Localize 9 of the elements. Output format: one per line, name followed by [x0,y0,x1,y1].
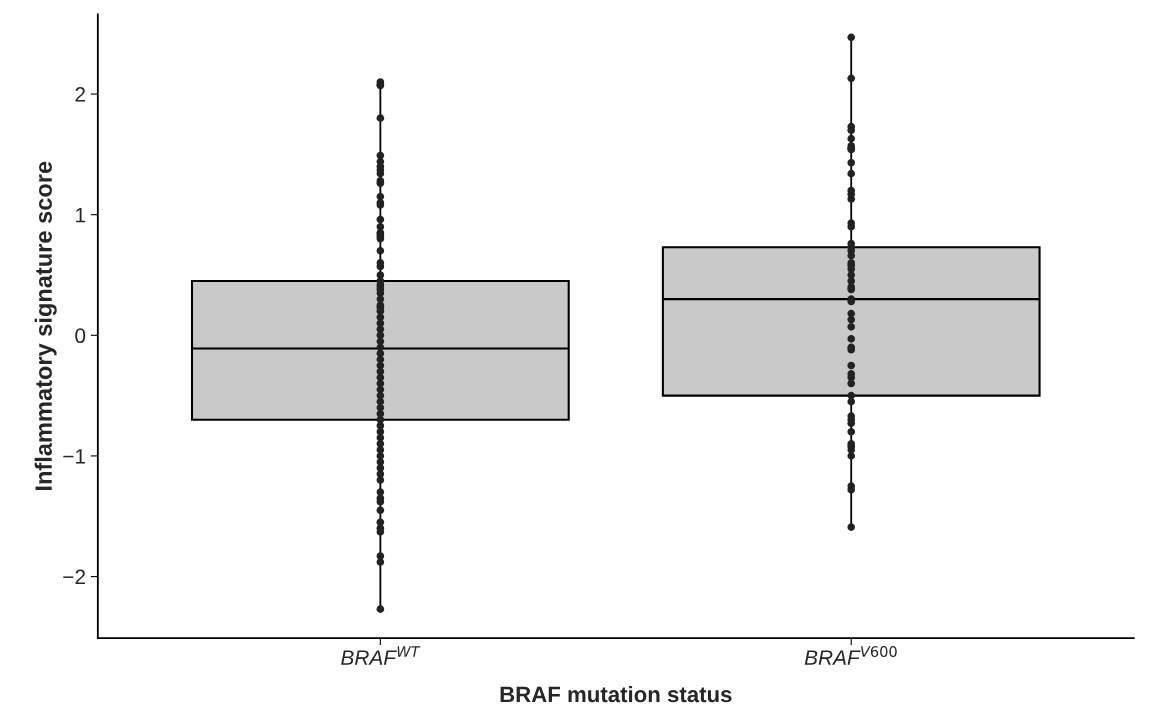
y-tick-label: 2 [75,87,85,102]
y-axis-title: Inflammatory signature score [34,161,57,490]
x-tick-label: BRAF$^{V600}$ [804,646,897,665]
y-tick-label: 1 [76,207,86,223]
y-tick-label: −1 [63,449,86,464]
y-tick-label: 0 [75,328,86,344]
x-tick-label: BRAF$^{WT}$ [341,646,421,665]
y-tick-label: −2 [63,569,85,585]
x-axis-title: BRAF mutation status [500,685,732,703]
